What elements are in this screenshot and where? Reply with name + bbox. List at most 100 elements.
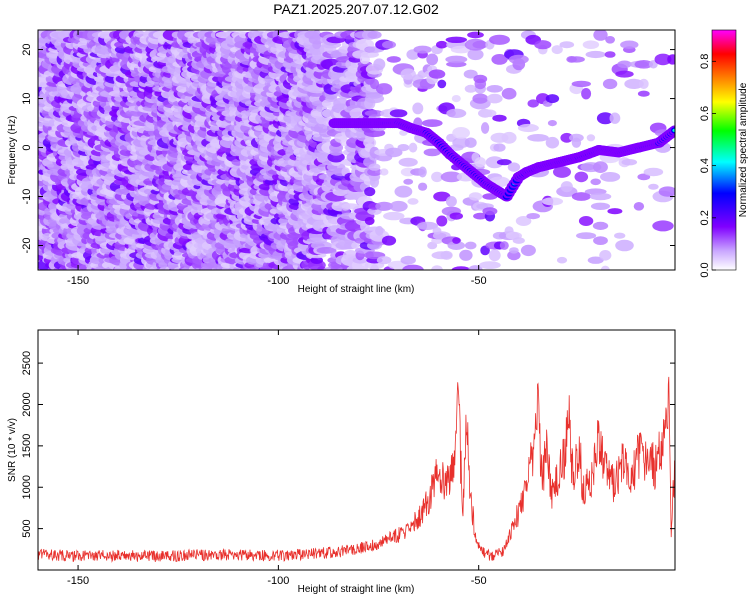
spectrogram-cell [593,236,608,246]
spectrogram-cell [614,232,626,239]
spectrogram-cell [590,178,601,186]
x-tick-label: -150 [67,575,89,587]
colorbar-tick-label: 0.6 [699,106,711,121]
x-tick-label: -100 [267,275,289,287]
spectrogram-cell [545,136,560,149]
spectrogram-cell [312,30,322,40]
y-tick-label: 2000 [21,392,33,416]
spectrogram-cell [590,202,611,210]
colorbar-gradient [711,29,737,271]
spectrogram-cell [373,58,386,71]
spectrogram-cell [567,56,585,63]
spectrogram-cell [481,122,490,134]
spectrogram-cell [360,51,380,58]
spectrogram-cell [464,241,477,250]
spectrogram-cell [464,84,477,93]
spectrogram-cell [382,40,396,49]
spectrogram-cell [368,163,381,171]
colorbar-tick-label: 0.2 [699,210,711,225]
spectrogram-cell [586,134,596,142]
spectrogram-cell [389,109,408,118]
spectrogram-cell [440,250,453,260]
spectrogram-cell [416,221,438,230]
spectrogram-cell [446,61,467,68]
spectrogram-cell [474,157,486,168]
spectrogram-cell [402,264,424,270]
spectrogram-cell [569,133,584,142]
spectrogram-cell [367,168,382,176]
spectrogram-x-ticks: -150 -100 -50 [67,30,487,287]
spectrogram-cell [400,68,416,80]
spectrogram-cell [526,213,540,220]
spectrogram-cell [621,159,638,166]
colorbar-ticks: 0.0 0.2 0.4 0.6 0.8 [699,54,716,278]
spectrogram-x-label: Height of straight line (km) [298,284,415,295]
spectrogram-cell [520,244,536,257]
spectrogram-cell [310,256,323,265]
spectrogram-cell [472,93,489,104]
spectrogram-cell [515,216,532,226]
spectrogram-cell [437,79,447,89]
snr-series-line [38,376,675,563]
spectrogram-cell [648,183,659,190]
spectrogram-cell [576,232,597,240]
spectrogram-cell [375,225,384,236]
snr-y-ticks: 500 1000 1500 2000 2500 [21,351,675,538]
spectrogram-cell [479,261,501,269]
spectrogram-cell [451,266,471,270]
spectrogram-cell [615,70,634,78]
snr-y-label: SNR (10 * v/v) [7,418,18,482]
y-tick-label: 500 [21,519,33,537]
spectrogram-cell [436,40,448,49]
spectrogram-cell [407,198,419,205]
spectrogram-cell [488,249,501,262]
spectrogram-cell [352,256,368,264]
spectrogram-cell [364,217,375,225]
y-tick-label: 0 [21,144,33,150]
spectrogram-cell [560,132,574,143]
spectrogram-cell [486,93,503,104]
spectrogram-cell [585,50,606,59]
spectrogram-cell [408,142,418,153]
snr-x-ticks: -150 -100 -50 [67,330,487,587]
snr-plot-area [38,330,675,570]
spectrogram-cell [607,208,623,215]
spectrogram-cell [433,191,451,202]
spectrogram-cell [599,250,612,261]
spectrogram-cell [574,171,589,183]
colorbar-tick-label: 0.4 [699,158,711,173]
spectrogram-cell [386,56,401,63]
spectrogram-cell [489,34,510,45]
x-tick-label: -50 [471,275,487,287]
spectrogram-frame [37,29,676,271]
spectrogram-cell [381,235,397,246]
y-tick-label: 1000 [21,475,33,499]
spectrogram-cell [423,148,441,157]
spectrogram-cell [596,112,614,125]
spectrogram-cell [376,256,392,265]
y-tick-label: 10 [21,92,33,104]
spectrogram-cell [600,172,621,182]
spectrogram-cell [399,129,408,136]
x-tick-label: -50 [471,575,487,587]
spectrogram-cell [483,109,497,118]
spectrogram-cell [633,202,645,211]
spectrogram-cell [499,241,509,250]
spectrogram-cell [509,247,519,254]
colorbar-tick-label: 0.0 [699,262,711,277]
spectrogram-cell [508,54,529,65]
spectrogram-cell [534,40,552,50]
spectrogram-cell [467,31,484,39]
y-tick-label: 20 [21,43,33,55]
spectrogram-cell [637,90,650,97]
snr-x-label: Height of straight line (km) [298,584,415,595]
spectrogram-cell [624,78,644,89]
spectrogram-cell [482,193,498,200]
spectrogram-cell [556,256,568,264]
spectrogram-cell [316,247,337,254]
spectrogram-cell [397,144,410,152]
spectrogram-cell [383,211,405,221]
spectrogram-cell [507,162,521,172]
spectrogram-cell [643,167,664,177]
